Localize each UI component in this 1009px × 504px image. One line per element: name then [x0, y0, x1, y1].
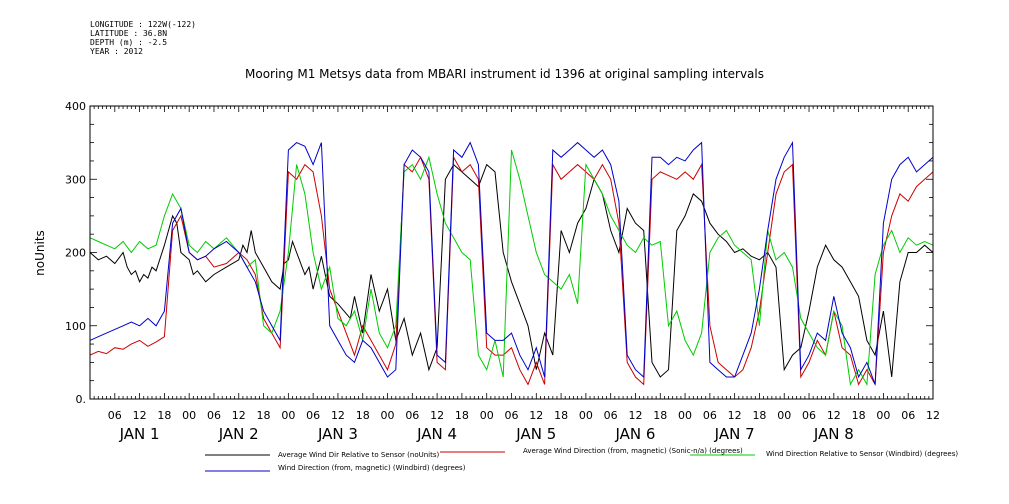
legend-entry: Average Wind Direction (from, magnetic) …	[523, 447, 743, 455]
x-tick-label: 18	[356, 409, 370, 422]
x-tick-label: 12	[331, 409, 345, 422]
latitude-label: LATITUDE : 36.8N	[90, 29, 168, 38]
x-tick-label: 18	[157, 409, 171, 422]
x-tick-label: 06	[505, 409, 519, 422]
x-tick-label: 12	[827, 409, 841, 422]
x-day-label: JAN 7	[714, 425, 755, 443]
x-tick-label: 18	[752, 409, 766, 422]
x-tick-label: 00	[876, 409, 890, 422]
plot-series-group	[89, 140, 934, 387]
x-day-label: JAN 1	[119, 425, 160, 443]
x-tick-label: 06	[306, 409, 320, 422]
y-tick-label: 400	[65, 100, 86, 113]
x-tick-label: 12	[232, 409, 246, 422]
x-tick-label: 06	[703, 409, 717, 422]
y-tick-label: 200	[65, 247, 86, 260]
year-label: YEAR : 2012	[90, 47, 143, 56]
x-tick-label: 12	[628, 409, 642, 422]
x-tick-label: 18	[852, 409, 866, 422]
y-axis-label: noUnits	[33, 230, 47, 276]
x-tick-label: 06	[901, 409, 915, 422]
series-line-1	[89, 163, 934, 378]
x-day-label: JAN 8	[813, 425, 854, 443]
x-tick-label: 00	[480, 409, 494, 422]
legend-entry: Wind Direction (from, magnetic) (Windbir…	[278, 464, 466, 472]
x-tick-label: 00	[777, 409, 791, 422]
x-tick-label: 00	[678, 409, 692, 422]
x-tick-label: 00	[182, 409, 196, 422]
axis-labels-group: 0. 100 200 300 400 06 12 18 00 06 12 18 00 06 12 18 00 06…	[65, 100, 940, 443]
x-day-label: JAN 4	[416, 425, 457, 443]
x-tick-label: 12	[430, 409, 444, 422]
x-tick-label: 06	[108, 409, 122, 422]
x-tick-label: 18	[554, 409, 568, 422]
x-tick-label: 12	[926, 409, 940, 422]
y-tick-label: 0.	[76, 393, 87, 406]
depth-label: DEPTH (m) : -2.5	[90, 38, 168, 47]
x-tick-label: 18	[455, 409, 469, 422]
x-tick-label: 06	[802, 409, 816, 422]
x-tick-label: 06	[207, 409, 221, 422]
series-line-4	[89, 140, 934, 385]
x-tick-label: 06	[604, 409, 618, 422]
x-tick-label: 06	[405, 409, 419, 422]
legend-entry: Wind Direction Relative to Sensor (Windb…	[766, 450, 958, 458]
header-metadata: LONGITUDE : 122W(-122) LATITUDE : 36.8N …	[90, 20, 196, 56]
series-line-2	[89, 155, 934, 387]
y-tick-label: 100	[65, 320, 86, 333]
x-tick-label: 00	[579, 409, 593, 422]
legend-group: Average Wind Dir Relative to Sensor (noU…	[205, 447, 958, 472]
chart-title: Mooring M1 Metsys data from MBARI instru…	[245, 67, 764, 81]
legend-entry: Average Wind Dir Relative to Sensor (noU…	[278, 451, 439, 459]
x-tick-label: 18	[257, 409, 271, 422]
x-tick-label: 18	[653, 409, 667, 422]
x-day-label: JAN 5	[515, 425, 556, 443]
y-tick-label: 300	[65, 173, 86, 186]
x-tick-label: 12	[529, 409, 543, 422]
x-tick-label: 00	[281, 409, 295, 422]
axis-ticks-group	[89, 105, 934, 400]
longitude-label: LONGITUDE : 122W(-122)	[90, 20, 196, 29]
x-day-label: JAN 2	[218, 425, 259, 443]
x-day-label: JAN 3	[317, 425, 358, 443]
x-day-label: JAN 6	[614, 425, 655, 443]
x-tick-label: 12	[728, 409, 742, 422]
series-line-3	[89, 149, 934, 387]
x-tick-label: 00	[381, 409, 395, 422]
x-tick-label: 12	[133, 409, 147, 422]
